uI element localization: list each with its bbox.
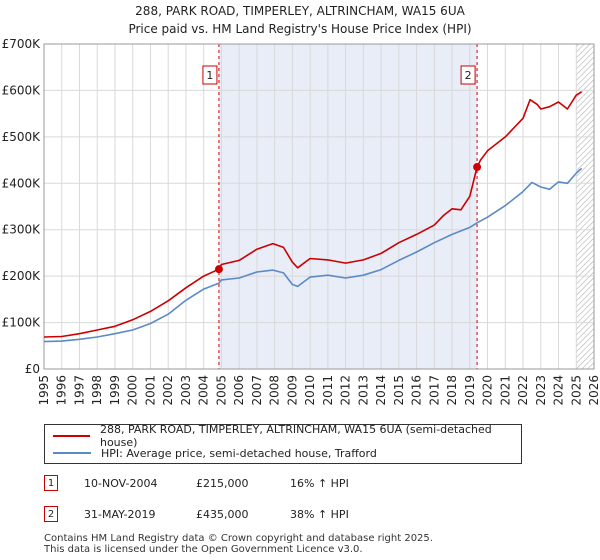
legend-label-hpi: HPI: Average price, semi-detached house,… bbox=[101, 446, 377, 460]
footer-copyright: Contains HM Land Registry data © Crown c… bbox=[44, 533, 433, 544]
y-tick-label: £500K bbox=[2, 130, 42, 144]
transaction-date: 31-MAY-2019 bbox=[84, 507, 156, 521]
x-tick-label: 1997 bbox=[72, 375, 86, 406]
x-tick-label: 2003 bbox=[179, 375, 193, 406]
x-tick-label: 2022 bbox=[516, 375, 530, 406]
x-tick-label: 1995 bbox=[37, 375, 51, 406]
y-tick-label: £0 bbox=[25, 362, 40, 376]
x-tick-label: 2019 bbox=[463, 375, 477, 406]
transaction-price: £435,000 bbox=[196, 507, 249, 521]
chart-subtitle: Price paid vs. HM Land Registry's House … bbox=[128, 22, 471, 36]
transaction-date: 10-NOV-2004 bbox=[84, 476, 158, 490]
x-tick-label: 2012 bbox=[339, 375, 353, 406]
transaction-marker-box: 2 bbox=[44, 506, 58, 522]
legend-item-property: 288, PARK ROAD, TIMPERLEY, ALTRINCHAM, W… bbox=[53, 423, 521, 449]
transaction-hpi-diff: 16% ↑ HPI bbox=[290, 476, 349, 490]
transaction-row: 1 10-NOV-2004 £215,000 16% ↑ HPI bbox=[44, 473, 349, 493]
plot-border bbox=[43, 43, 595, 370]
sale-point bbox=[473, 163, 482, 172]
x-tick-label: 1996 bbox=[55, 375, 69, 406]
x-tick-label: 2016 bbox=[410, 375, 424, 406]
forecast-hatch bbox=[576, 44, 594, 369]
x-tick-label: 1998 bbox=[90, 375, 104, 406]
x-tick-label: 1999 bbox=[108, 375, 122, 406]
x-tick-label: 2004 bbox=[197, 375, 211, 406]
marker-label-box bbox=[460, 65, 476, 85]
marker-label-box bbox=[202, 65, 218, 85]
legend: 288, PARK ROAD, TIMPERLEY, ALTRINCHAM, W… bbox=[44, 423, 522, 464]
x-tick-label: 2025 bbox=[569, 375, 583, 406]
x-tick-label: 2002 bbox=[161, 375, 175, 406]
marker-label: 1 bbox=[206, 69, 213, 82]
legend-item-hpi: HPI: Average price, semi-detached house,… bbox=[53, 445, 377, 461]
x-tick-label: 2009 bbox=[285, 375, 299, 406]
series-line-hpi bbox=[43, 167, 583, 343]
x-tick-label: 2026 bbox=[587, 375, 600, 406]
x-tick-label: 2013 bbox=[356, 375, 370, 406]
x-tick-label: 2014 bbox=[374, 375, 388, 406]
x-tick-label: 2006 bbox=[232, 375, 246, 406]
x-tick-label: 2011 bbox=[321, 375, 335, 406]
x-tick-label: 2005 bbox=[214, 375, 228, 406]
transaction-row: 2 31-MAY-2019 £435,000 38% ↑ HPI bbox=[44, 504, 349, 524]
x-tick-label: 2023 bbox=[534, 375, 548, 406]
transaction-marker-box: 1 bbox=[44, 475, 58, 491]
chart-title: 288, PARK ROAD, TIMPERLEY, ALTRINCHAM, W… bbox=[135, 4, 465, 18]
transaction-price: £215,000 bbox=[196, 476, 249, 490]
x-tick-label: 2001 bbox=[143, 375, 157, 406]
y-tick-label: £700K bbox=[2, 37, 42, 51]
y-tick-label: £300K bbox=[2, 223, 42, 237]
legend-label-property: 288, PARK ROAD, TIMPERLEY, ALTRINCHAM, W… bbox=[99, 423, 492, 449]
price-chart: 288, PARK ROAD, TIMPERLEY, ALTRINCHAM, W… bbox=[2, 4, 600, 406]
x-tick-label: 2024 bbox=[552, 375, 566, 406]
marker-label: 2 bbox=[465, 69, 472, 82]
series-line-property bbox=[43, 91, 583, 338]
sale-point bbox=[214, 265, 223, 274]
x-tick-label: 2018 bbox=[445, 375, 459, 406]
ownership-shade bbox=[218, 44, 478, 369]
x-tick-label: 2015 bbox=[392, 375, 406, 406]
y-tick-label: £600K bbox=[2, 83, 42, 97]
y-tick-label: £100K bbox=[2, 316, 42, 330]
footer-license: This data is licensed under the Open Gov… bbox=[44, 544, 363, 555]
x-tick-label: 2021 bbox=[498, 375, 512, 406]
x-tick-label: 2010 bbox=[303, 375, 317, 406]
x-tick-label: 2000 bbox=[126, 375, 140, 406]
x-tick-label: 2020 bbox=[481, 375, 495, 406]
legend-swatch-hpi bbox=[53, 452, 91, 454]
x-tick-label: 2017 bbox=[427, 375, 441, 406]
transaction-hpi-diff: 38% ↑ HPI bbox=[290, 507, 349, 521]
x-tick-label: 2007 bbox=[250, 375, 264, 406]
y-tick-label: £200K bbox=[2, 269, 42, 283]
legend-swatch-property bbox=[53, 435, 90, 437]
y-tick-label: £400K bbox=[2, 176, 42, 190]
x-tick-label: 2008 bbox=[268, 375, 282, 406]
